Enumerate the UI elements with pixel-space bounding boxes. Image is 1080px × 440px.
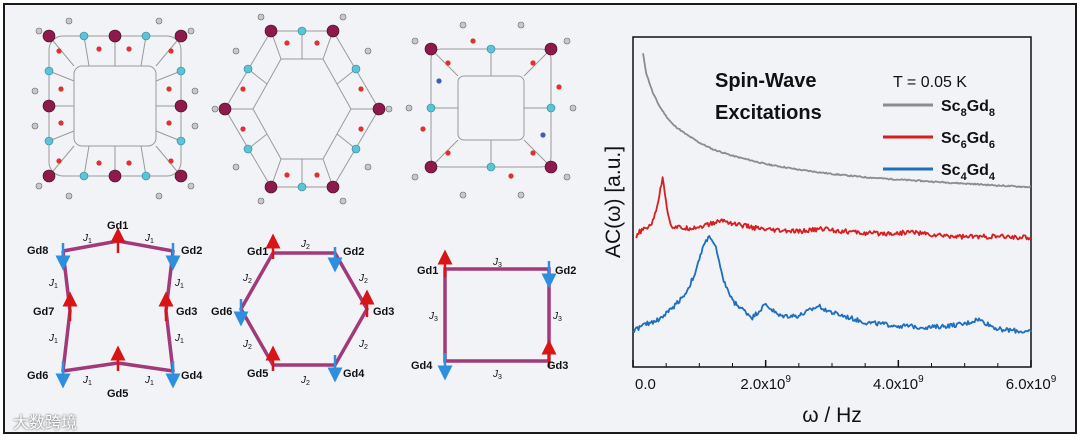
series-line-sc4gd4 [632, 235, 1032, 334]
site-label: Gd5 [247, 368, 268, 380]
site-label: Gd6 [27, 370, 48, 382]
svg-text:J2: J2 [242, 273, 252, 285]
site-label: Gd6 [211, 306, 232, 318]
svg-text:J3: J3 [492, 257, 502, 269]
site-label: Gd1 [107, 220, 128, 232]
series-line-sc6gd6 [635, 176, 1032, 241]
svg-text:J1: J1 [82, 375, 92, 387]
svg-text:J1: J1 [144, 375, 154, 387]
site-label: Gd2 [181, 245, 202, 257]
ring6-bonds [239, 251, 369, 367]
x-tick-label: 0.0 [635, 376, 656, 393]
site-label: Gd3 [373, 306, 394, 318]
series-line-sc8gd8 [642, 53, 1032, 189]
site-label: Gd3 [176, 306, 197, 318]
svg-text:J1: J1 [48, 333, 58, 345]
chart-title-line1: Spin-Wave [715, 70, 817, 92]
svg-text:J3: J3 [428, 311, 438, 323]
legend-label-sc8gd8-text: Sc8Gd8 [941, 98, 995, 119]
site-label: Gd5 [107, 388, 128, 400]
figure-panel: Gd1 Gd2 Gd3 Gd4 Gd5 Gd6 Gd7 Gd8 J1 J1 J1… [3, 3, 1077, 434]
chart-title-line2: Excitations [715, 102, 822, 124]
site-label: Gd4 [181, 370, 203, 382]
temperature-annotation: T = 0.05 K [893, 74, 967, 91]
site-label: Gd2 [555, 265, 576, 277]
spin-wave-chart: 0.0 2.0x109 4.0x109 6.0x109 Spin-Wave Excit… [602, 36, 1057, 427]
ring4-bonds [443, 267, 551, 363]
site-label: Gd1 [247, 246, 268, 258]
svg-text:J1: J1 [174, 278, 184, 290]
sc8gd8-structure-image [31, 17, 199, 200]
legend-label-sc4gd4: Sc4Gd4 [941, 162, 996, 183]
site-label: Gd3 [547, 360, 568, 372]
legend-label-sc6gd6-text: Sc6Gd6 [941, 130, 995, 151]
sc6gd6-structure-image [211, 13, 393, 205]
sc4gd4-structure-image [405, 21, 577, 199]
site-label: Gd1 [417, 265, 438, 277]
svg-text:J3: J3 [552, 311, 562, 323]
watermark: 大数跨境 [13, 413, 78, 432]
ring4-exchange-diagram: Gd1 Gd2 Gd3 Gd4 J3 J3 J3 J3 [411, 249, 576, 381]
x-tick-label: 4.0x109 [873, 374, 924, 393]
x-axis-ticks: 0.0 2.0x109 4.0x109 6.0x109 [632, 360, 1057, 393]
legend: Sc8Gd8 Sc6Gd6 Sc4Gd4 [883, 98, 996, 183]
svg-text:J1: J1 [174, 333, 184, 345]
site-label: Gd4 [411, 360, 433, 372]
svg-text:J2: J2 [300, 375, 310, 387]
x-axis-label: ω / Hz [802, 404, 862, 427]
svg-text:J1: J1 [82, 233, 92, 245]
ring8-bonds [61, 239, 175, 373]
ring8-exchange-diagram: Gd1 Gd2 Gd3 Gd4 Gd5 Gd6 Gd7 Gd8 J1 J1 J1… [27, 220, 203, 400]
svg-text:J2: J2 [242, 339, 252, 351]
site-label: Gd2 [343, 246, 364, 258]
legend-label-sc6gd6: Sc6Gd6 [941, 130, 995, 151]
svg-text:J2: J2 [300, 239, 310, 251]
y-axis-label: AC(ω) [a.u.] [602, 146, 625, 258]
svg-text:J2: J2 [358, 273, 368, 285]
ring6-exchange-diagram: Gd1 Gd2 Gd3 Gd4 Gd5 Gd6 J2 J2 J2 J2 J2 J… [211, 233, 394, 387]
svg-text:J1: J1 [48, 278, 58, 290]
legend-label-sc8gd8: Sc8Gd8 [941, 98, 995, 119]
site-label: Gd4 [343, 368, 365, 380]
site-label: Gd7 [33, 306, 54, 318]
svg-text:J1: J1 [144, 233, 154, 245]
x-tick-label: 2.0x109 [740, 374, 791, 393]
site-label: Gd8 [27, 245, 48, 257]
series-lines [632, 53, 1032, 334]
x-tick-label: 6.0x109 [1006, 374, 1057, 393]
svg-text:J3: J3 [492, 369, 502, 381]
legend-label-sc4gd4-text: Sc4Gd4 [941, 162, 996, 183]
coupling-labels: J3 J3 J3 J3 [428, 257, 562, 381]
coupling-labels: J1 J1 J1 J1 J1 J1 J1 J1 [48, 233, 184, 387]
svg-text:J2: J2 [358, 339, 368, 351]
coupling-labels: J2 J2 J2 J2 J2 J2 [242, 239, 368, 387]
plot-frame [632, 36, 1032, 368]
